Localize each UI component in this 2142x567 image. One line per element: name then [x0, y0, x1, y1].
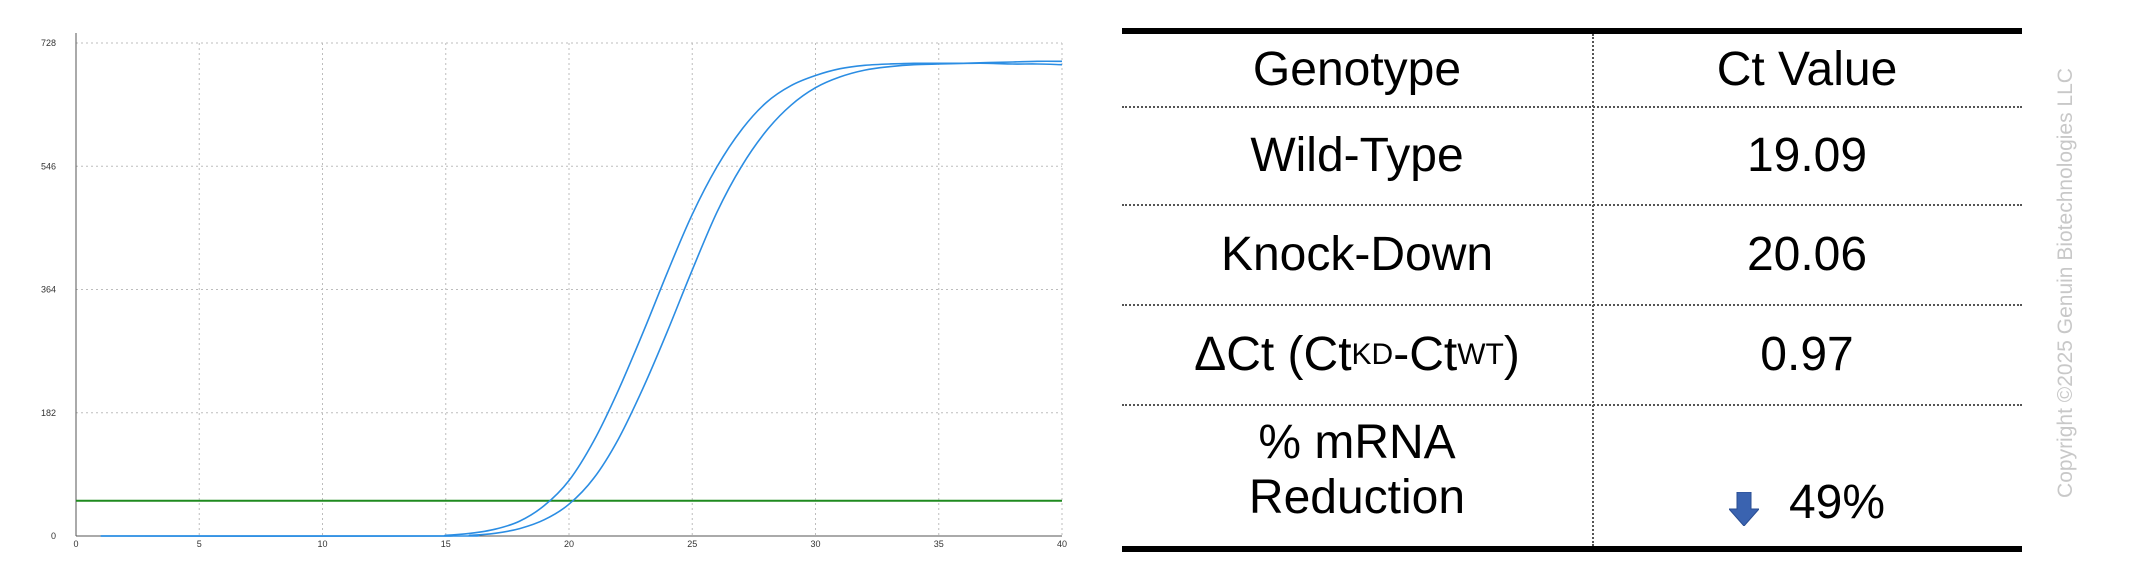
delta-ct-dash: -Ct [1393, 328, 1458, 382]
reduction-label: % mRNA Reduction [1122, 406, 1592, 534]
y-tick-label: 182 [41, 408, 56, 418]
amplification-chart: 0 5 10 15 20 25 30 35 40 0 182 364 546 728 [41, 33, 1067, 549]
knock-down-ct: 20.06 [1746, 228, 1868, 282]
delta-ct-value: 0.97 [1760, 328, 1854, 382]
results-table: Genotype Ct Value Wild-Type 19.09 Knock-… [1122, 28, 2022, 552]
wild-type-label: Wild-Type [1250, 129, 1464, 183]
delta-ct-label: ΔCt (Ct KD -Ct WT) [1122, 306, 1592, 404]
copyright-text: Copyright ©2025 Genuin Biotechnologies L… [2054, 68, 2077, 498]
reduction-value-cell: 49% [1592, 406, 2022, 534]
reduction-label-line1: % mRNA [1258, 415, 1456, 469]
x-tick-label: 5 [197, 539, 202, 549]
delta-ct-sub-kd: KD [1351, 337, 1394, 371]
y-tick-label: 364 [41, 285, 56, 295]
amplification-plot: 0 5 10 15 20 25 30 35 40 0 182 364 546 728 [41, 33, 1067, 549]
delta-ct-close: ) [1503, 328, 1520, 382]
amplification-curve-2 [100, 60, 1063, 537]
amplification-curve-1 [100, 62, 1063, 537]
x-tick-label: 25 [687, 539, 697, 549]
x-tick-label: 15 [441, 539, 451, 549]
delta-ct-sub-wt: WT [1457, 337, 1504, 371]
y-tick-label: 728 [41, 38, 56, 48]
table-header-row: Genotype Ct Value [1122, 34, 2022, 108]
x-tick-label: 40 [1057, 539, 1067, 549]
down-arrow-icon [1728, 492, 1759, 526]
x-tick-label: 10 [317, 539, 327, 549]
x-tick-label: 35 [934, 539, 944, 549]
table-row-delta-ct: ΔCt (Ct KD -Ct WT) 0.97 [1122, 306, 2022, 406]
y-tick-label: 546 [41, 161, 56, 171]
x-tick-label: 30 [810, 539, 820, 549]
y-tick-label: 0 [51, 531, 56, 541]
table-row-wild-type: Wild-Type 19.09 [1122, 108, 2022, 206]
delta-ct-prefix: ΔCt (Ct [1194, 328, 1352, 382]
reduction-label-line2: Reduction [1248, 471, 1466, 524]
wild-type-ct: 19.09 [1746, 129, 1868, 183]
x-tick-label: 0 [73, 539, 78, 549]
column-divider [1592, 34, 1594, 546]
header-ct-value: Ct Value [1716, 43, 1898, 97]
x-tick-label: 20 [564, 539, 574, 549]
table-row-reduction: % mRNA Reduction 49% [1122, 406, 2022, 534]
knock-down-label: Knock-Down [1220, 228, 1494, 282]
reduction-value: 49% [1788, 475, 1886, 529]
table-row-knock-down: Knock-Down 20.06 [1122, 206, 2022, 306]
header-genotype: Genotype [1252, 43, 1462, 97]
